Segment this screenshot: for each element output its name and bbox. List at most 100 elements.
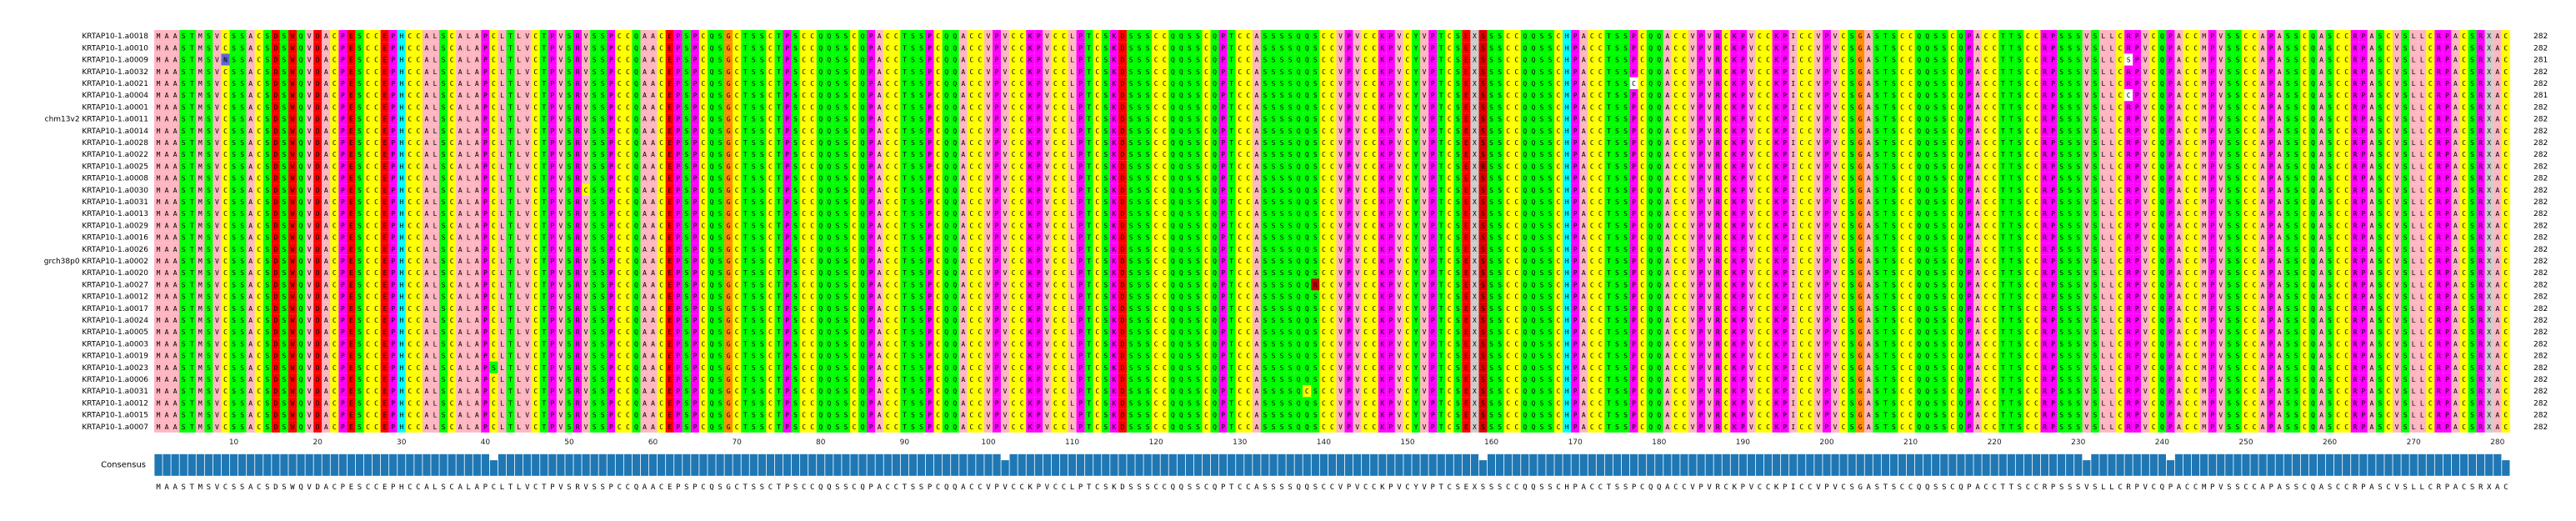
residue-letter: P [341, 80, 345, 88]
residue-letter: Q [634, 103, 638, 111]
residue-letter: S [1875, 80, 1879, 88]
residue-letter: R [1716, 68, 1720, 76]
residue-letter: Q [1297, 57, 1301, 64]
residue-letter: A [2369, 80, 2373, 88]
residue-letter: S [593, 68, 597, 76]
residue-letter: C [1020, 128, 1024, 135]
residue-letter: C [1758, 68, 1762, 76]
residue-letter: A [651, 57, 655, 64]
residue-letter: C [1372, 128, 1376, 135]
residue-letter: S [1498, 80, 1502, 88]
residue-letter: P [1573, 116, 1578, 123]
residue-letter: V [1749, 92, 1753, 99]
residue-letter: P [1968, 103, 1972, 111]
residue-letter: Y [1414, 44, 1418, 52]
row-label[interactable]: KRTAP10-1.a0001 [82, 103, 148, 112]
row-label[interactable]: KRTAP10-1.a0021 [82, 80, 148, 88]
residue-letter: P [1741, 103, 1745, 111]
residue-letter: C [735, 103, 739, 111]
residue-letter: L [517, 57, 521, 64]
residue-letter: G [727, 57, 731, 64]
residue-letter: C [978, 92, 982, 99]
residue-letter: S [1850, 44, 1854, 52]
residue-letter: V [1423, 44, 1427, 52]
residue-letter: P [1632, 33, 1636, 40]
residue-letter: S [1615, 128, 1619, 135]
residue-letter: P [2051, 57, 2055, 64]
residue-letter: S [1615, 44, 1619, 52]
residue-letter: P [1078, 128, 1083, 135]
residue-letter: V [1045, 44, 1049, 52]
residue-letter: S [1313, 33, 1318, 40]
residue-letter: P [869, 128, 873, 135]
residue-letter: C [1842, 92, 1846, 99]
residue-letter: T [1087, 128, 1091, 135]
residue-letter: C [1095, 57, 1099, 64]
residue-letter: P [609, 80, 613, 88]
residue-letter: P [609, 33, 613, 40]
residue-letter: S [919, 68, 923, 76]
residue-letter: C [2387, 116, 2391, 123]
residue-letter: S [1456, 103, 1460, 111]
residue-letter: S [1548, 92, 1553, 99]
row-label[interactable]: KRTAP10-1.a0014 [82, 128, 148, 136]
residue-letter: A [878, 128, 882, 135]
residue-letter: S [760, 44, 764, 52]
residue-letter: C [886, 103, 890, 111]
residue-letter: T [903, 80, 907, 88]
residue-letter: P [2051, 80, 2055, 88]
residue-letter: T [777, 128, 781, 135]
residue-letter: Q [1648, 68, 1653, 76]
residue-letter: T [1607, 44, 1611, 52]
residue-letter: C [659, 44, 663, 52]
residue-letter: S [2470, 44, 2474, 52]
residue-letter: P [676, 33, 680, 40]
row-label[interactable]: KRTAP10-1.a0018 [82, 33, 148, 41]
residue-letter: C [1598, 128, 1603, 135]
residue-letter: C [1842, 128, 1846, 135]
residue-letter: C [1950, 103, 1954, 111]
residue-letter: C [533, 80, 538, 88]
residue-letter: C [2336, 80, 2340, 88]
residue-letter: G [1858, 128, 1863, 135]
residue-letter: K [1380, 44, 1384, 52]
row-label[interactable]: KRTAP10-1.a0010 [82, 44, 148, 53]
residue-letter: K [1028, 116, 1033, 123]
residue-letter: C [374, 116, 378, 123]
row-label[interactable]: KRTAP10-1.a0004 [82, 92, 148, 100]
residue-letter: S [1272, 116, 1276, 123]
residue-letter: Q [299, 128, 303, 135]
residue-letter: R [576, 128, 580, 135]
residue-letter: S [207, 103, 211, 111]
row-label[interactable]: KRTAP10-1.a0009 [82, 57, 148, 65]
residue-letter: S [2378, 80, 2383, 88]
residue-letter: S [1138, 68, 1142, 76]
residue-letter: V [1749, 128, 1753, 135]
residue-letter: C [492, 80, 496, 88]
residue-letter: C [1984, 68, 1988, 76]
residue-letter: C [2253, 68, 2257, 76]
residue-letter: S [1850, 68, 1854, 76]
residue-letter: P [1741, 33, 1745, 40]
residue-letter: E [383, 128, 387, 135]
residue-letter: V [1397, 57, 1401, 64]
residue-letter: S [1615, 68, 1619, 76]
residue-letter: C [1448, 57, 1452, 64]
row-label[interactable]: chm13v2 KRTAP10-1.a0011 [45, 116, 148, 124]
residue-letter: C [416, 128, 420, 135]
residue-letter: Q [634, 44, 638, 52]
residue-letter: C [1322, 68, 1326, 76]
residue-letter: Q [1657, 57, 1661, 64]
residue-letter: S [265, 44, 269, 52]
residue-letter: C [1590, 68, 1594, 76]
residue-letter: C [1673, 103, 1678, 111]
row-label[interactable]: KRTAP10-1.a0032 [82, 68, 148, 77]
residue-letter: T [2001, 80, 2005, 88]
residue-letter: C [2253, 44, 2257, 52]
residue-letter: Q [1531, 103, 1535, 111]
residue-letter: P [785, 128, 789, 135]
residue-letter: P [1968, 116, 1972, 123]
residue-letter: S [1188, 116, 1192, 123]
residue-letter: K [1774, 92, 1778, 99]
